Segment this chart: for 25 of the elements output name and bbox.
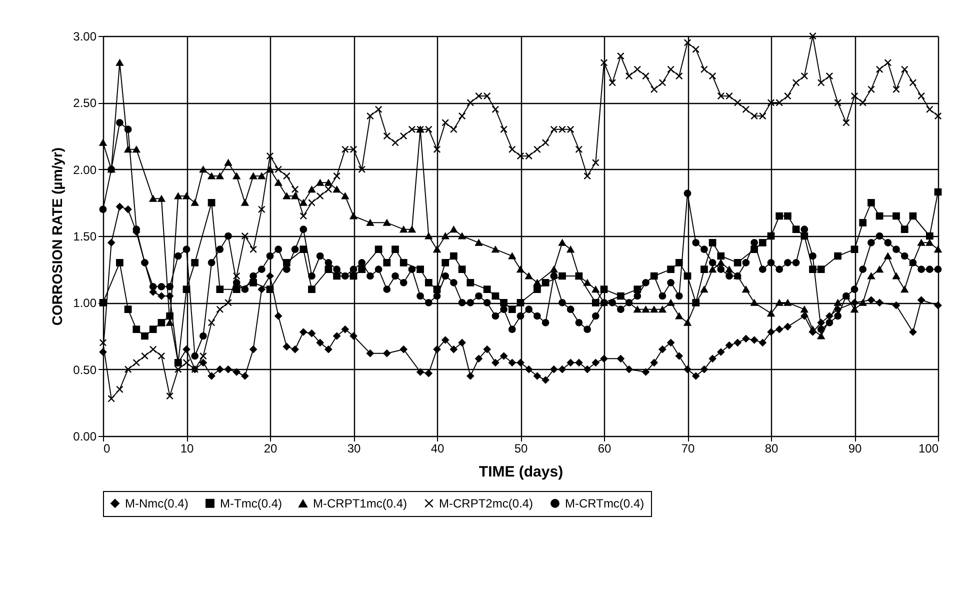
x-tick-label: 50 xyxy=(514,442,528,456)
x-tick-label: 20 xyxy=(264,442,278,456)
x-tick-label: 40 xyxy=(430,442,444,456)
legend-label: M-CRTmc(0.4) xyxy=(565,496,644,510)
y-tick-label: 0.50 xyxy=(73,362,97,377)
x-axis-title: TIME (days) xyxy=(478,464,564,480)
y-tick-label: 2.50 xyxy=(73,96,97,110)
legend-label: M-CRPT2mc(0.4) xyxy=(439,496,534,510)
legend-label: M-CRPT1mc(0.4) xyxy=(313,496,408,510)
x-tick-label: 30 xyxy=(347,442,361,456)
y-tick-label: 0.00 xyxy=(73,430,97,444)
x-tick-label: 100 xyxy=(918,442,939,456)
y-tick-label: 1.00 xyxy=(73,296,97,310)
x-tick-label: 10 xyxy=(180,442,194,456)
x-tick-label: 80 xyxy=(764,442,778,456)
y-axis-title: CORROSION RATE (µm/yr) xyxy=(49,147,66,326)
y-tick-label: 1.50 xyxy=(73,230,97,244)
x-tick-label: 70 xyxy=(681,442,695,456)
y-tick-label: 2.00 xyxy=(73,162,97,177)
x-tick-label: 90 xyxy=(848,442,862,456)
x-tick-label: 60 xyxy=(598,442,612,456)
x-tick-label: 0 xyxy=(104,442,110,456)
legend-label: M-Nmc(0.4) xyxy=(125,496,188,510)
y-tick-label: 3.00 xyxy=(73,30,97,44)
legend-label: M-Tmc(0.4) xyxy=(220,496,282,510)
